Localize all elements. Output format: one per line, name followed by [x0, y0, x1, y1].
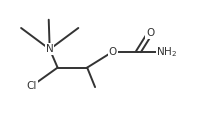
Text: N: N	[46, 44, 54, 54]
Text: Cl: Cl	[27, 81, 37, 91]
Text: O: O	[109, 47, 117, 57]
Text: O: O	[146, 28, 154, 38]
Text: NH$_2$: NH$_2$	[156, 45, 178, 59]
